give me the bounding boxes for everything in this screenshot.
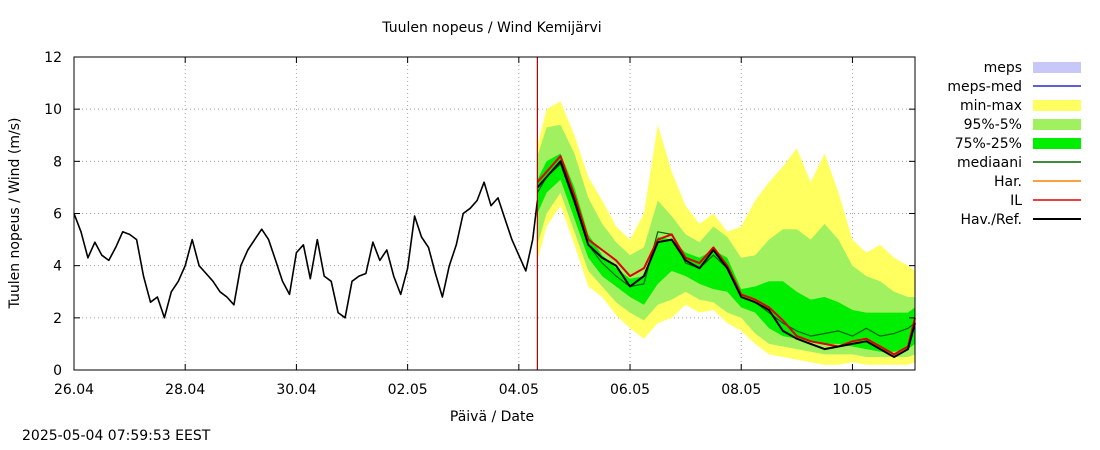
grid (74, 57, 915, 370)
legend-swatch (1033, 138, 1081, 149)
legend-label: mediaani (957, 155, 1022, 171)
line-il (536, 155, 916, 356)
timestamp: 2025-05-04 07:59:53 EEST (22, 428, 211, 444)
line-hav-forecast (536, 160, 916, 358)
axis-ticks: 0 2 4 6 8 10 12 26.04 28.04 30.04 02.05 04.05 06.05 0… (44, 50, 915, 398)
x-tick-label: 06.05 (610, 382, 650, 398)
legend-label: meps-med (947, 79, 1022, 95)
legend-swatch (1033, 62, 1081, 73)
x-tick-label: 30.04 (276, 382, 316, 398)
legend: meps meps-med min-max 95%-5% 75%-25% mediaani… (947, 60, 1081, 228)
x-axis-label: Päivä / Date (450, 409, 534, 425)
x-tick-label: 10.05 (832, 382, 872, 398)
y-tick-label: 10 (44, 102, 62, 118)
legend-label: 95%-5% (964, 117, 1022, 133)
x-tick-label: 28.04 (165, 382, 205, 398)
legend-label: 75%-25% (955, 136, 1022, 152)
legend-label: Har. (994, 174, 1022, 190)
line-hav-observed (73, 181, 539, 319)
legend-swatch (1033, 100, 1081, 111)
y-tick-label: 4 (53, 259, 62, 275)
x-tick-label: 08.05 (721, 382, 761, 398)
y-tick-label: 8 (53, 154, 62, 170)
legend-label: meps (984, 60, 1022, 76)
y-tick-label: 6 (53, 207, 62, 223)
series-lines (73, 57, 916, 370)
legend-label: min-max (960, 98, 1022, 114)
legend-label: Hav./Ref. (960, 212, 1022, 228)
y-tick-label: 2 (53, 311, 62, 327)
y-tick-label: 12 (44, 50, 62, 66)
x-tick-label: 04.05 (499, 382, 539, 398)
y-tick-label: 0 (53, 363, 62, 379)
x-tick-label: 26.04 (54, 382, 94, 398)
forecast-bands (537, 101, 915, 365)
band-75-25 (537, 153, 915, 352)
legend-swatch (1033, 119, 1081, 130)
legend-label: IL (1010, 193, 1022, 209)
y-axis-label: Tuulen nopeus / Wind (m/s) (7, 118, 23, 310)
chart-title: Tuulen nopeus / Wind Kemijärvi (381, 20, 601, 36)
x-tick-label: 02.05 (388, 382, 428, 398)
